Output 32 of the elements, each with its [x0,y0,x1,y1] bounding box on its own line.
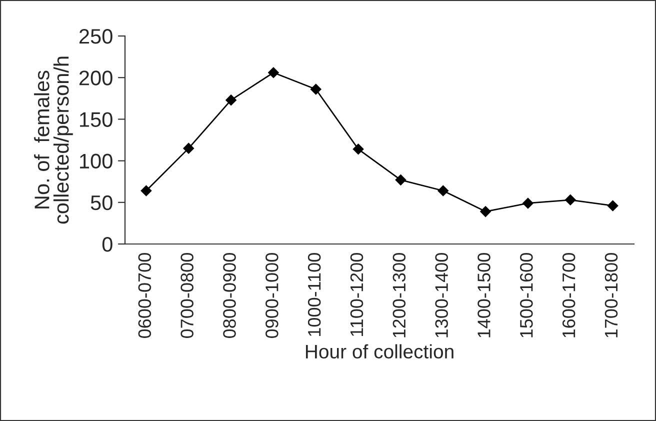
y-axis-title: No. of females collected/person/h [34,56,73,224]
point [183,142,194,154]
y-tick-label: 100 [80,154,112,169]
x-tick-label: 0900-1000 [266,253,278,338]
point [480,206,491,217]
x-axis-title: Hour of collection [306,344,454,359]
x-tick-label: 0700-0800 [180,253,194,338]
x-tick-label: 1600-1700 [562,253,576,338]
x-tick-label: 0600-0700 [138,253,152,338]
x-tick-label: 1200-1300 [392,253,406,338]
point [226,94,236,106]
point [395,174,406,186]
point [607,200,618,212]
point [140,185,152,196]
y-tick-label: 0 [102,237,112,252]
point [438,185,449,196]
x-tick-label: 1700-1800 [604,253,618,338]
x-tick-label: 1300-1400 [435,253,448,338]
point [564,194,576,206]
point [352,144,364,155]
x-tick-label: 1100-1200 [350,253,364,336]
y-tick-label: 150 [80,112,112,127]
y-tick-label: 50 [90,195,112,210]
point [310,84,322,95]
x-tick-label: 1400-1500 [478,253,490,338]
point [522,198,534,209]
y-tick-label: 200 [79,70,112,86]
x-tick-label: 1000-1100 [308,253,321,336]
x-tick-label: 1500-1600 [520,253,533,338]
y-tick-label: 250 [79,29,112,44]
x-tick-label: 0800-0900 [223,253,236,338]
point [268,67,279,78]
